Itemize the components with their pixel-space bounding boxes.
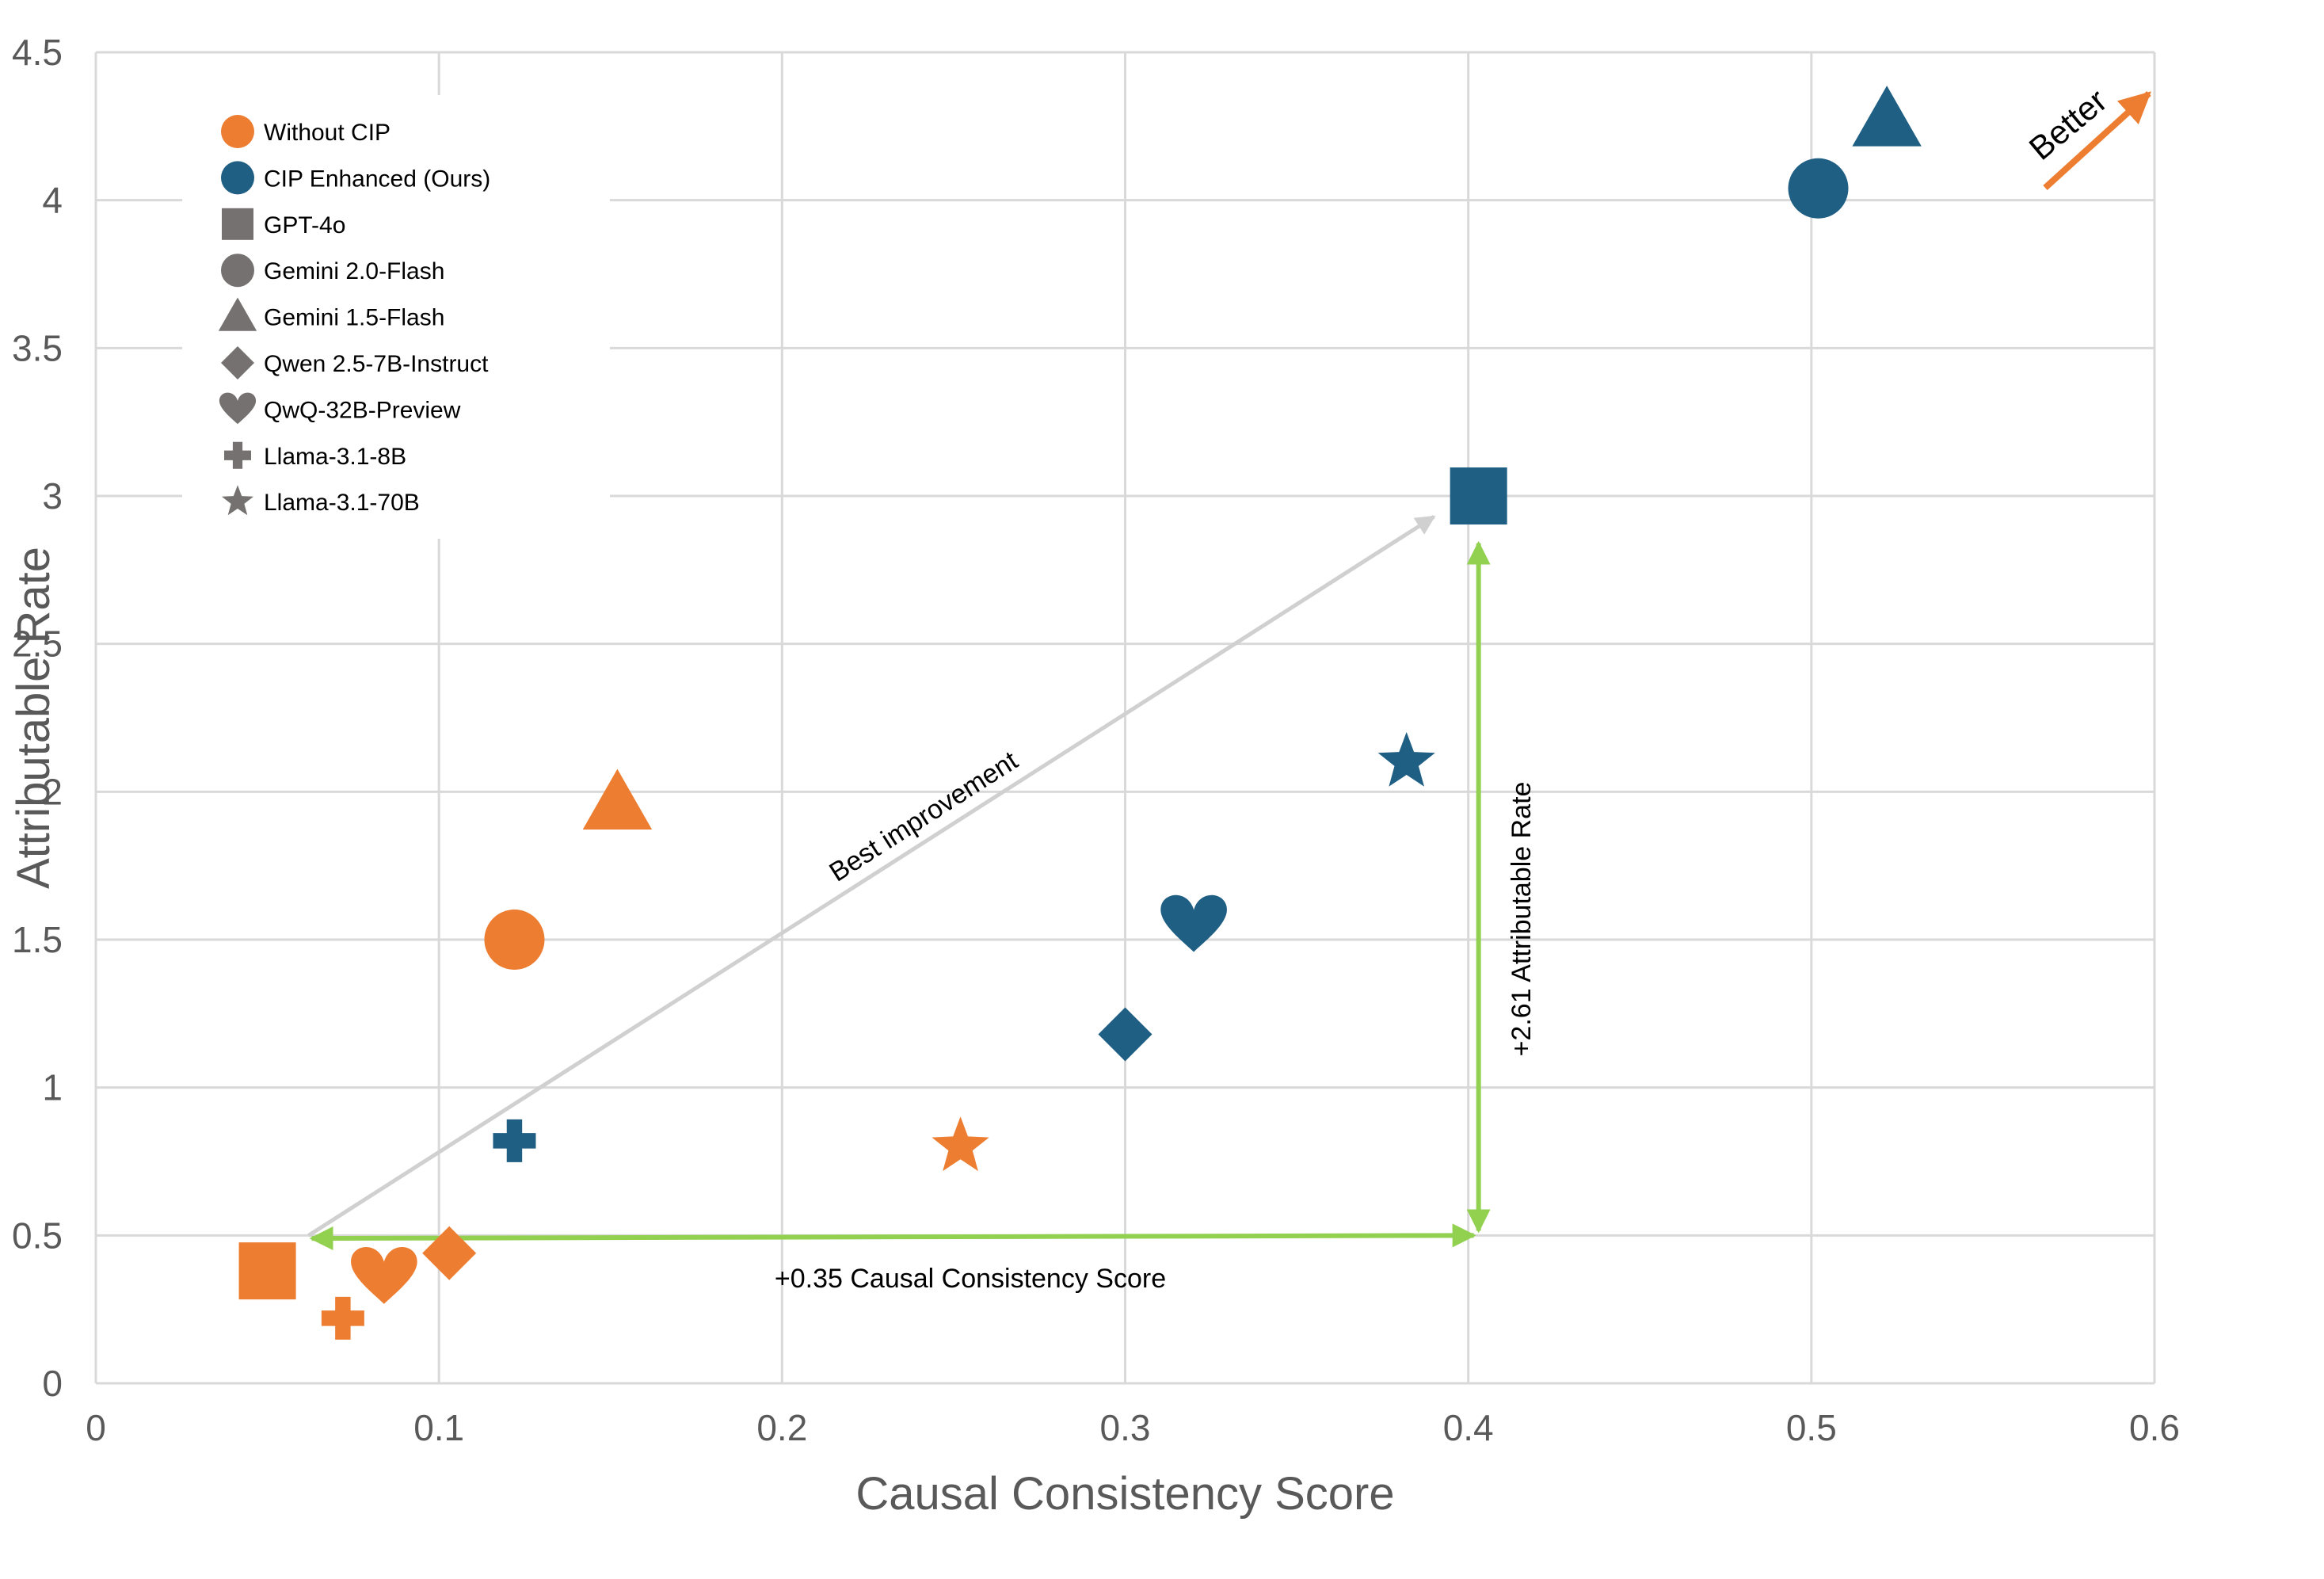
y-tick-label: 1.5: [12, 919, 63, 960]
legend-label: Gemini 1.5-Flash: [264, 305, 444, 331]
x-axis-title: Causal Consistency Score: [855, 1468, 1394, 1520]
x-tick-label: 0.1: [413, 1407, 464, 1448]
y-tick-label: 1: [42, 1067, 63, 1108]
best-improvement-arrow: [307, 515, 1436, 1238]
legend-label: CIP Enhanced (Ours): [264, 166, 490, 192]
data-point: [493, 1119, 536, 1162]
x-tick-label: 0.6: [2129, 1407, 2180, 1448]
data-point: [351, 1247, 417, 1304]
legend-marker: [218, 297, 257, 331]
data-point: [582, 769, 653, 830]
data-point: [932, 1116, 989, 1172]
legend: Without CIP CIP Enhanced (Ours) GPT-4o Gemi…: [182, 95, 610, 539]
legend-marker: [224, 441, 251, 469]
y-gain-label: +2.61 Attributable Rate: [1507, 782, 1537, 1057]
legend-label: Without CIP: [264, 120, 391, 146]
better-arrow: [2043, 91, 2151, 190]
legend-label: Gemini 2.0-Flash: [264, 258, 444, 284]
data-point: [321, 1296, 364, 1340]
y-tick-label: 0: [42, 1363, 63, 1404]
data-point: [1852, 86, 1922, 147]
data-point: [1788, 158, 1849, 219]
x-gain-label: +0.35 Causal Consistency Score: [775, 1264, 1166, 1294]
best-improvement-label: Best improvement: [824, 746, 1023, 888]
data-point: [1160, 894, 1227, 952]
legend-marker: [221, 346, 254, 379]
legend-marker: [221, 254, 254, 288]
data-point: [1377, 732, 1435, 787]
x-tick-label: 0.3: [1100, 1407, 1151, 1448]
legend-label: Llama-3.1-70B: [264, 490, 420, 516]
legend-label: Qwen 2.5-7B-Instruct: [264, 351, 489, 377]
legend-label: GPT-4o: [264, 212, 345, 238]
legend-marker: [222, 208, 253, 240]
legend-marker: [221, 161, 254, 195]
legend-marker: [221, 115, 254, 148]
legend-label: Llama-3.1-8B: [264, 444, 406, 470]
better-label: Better: [2022, 82, 2114, 167]
x-tick-label: 0: [86, 1407, 106, 1448]
x-gain-arrow: [309, 1223, 1476, 1250]
y-tick-label: 4: [42, 180, 63, 221]
x-tick-label: 0.4: [1443, 1407, 1494, 1448]
y-tick-label: 4.5: [12, 32, 63, 73]
y-tick-label: 2: [42, 771, 63, 812]
data-point: [238, 1242, 296, 1300]
axes: 0 0.1 0.2 0.3 0.4 0.5 0.6 0 0.5 1 1.5 2 2.5 3 3.5 4 4.5 C…: [8, 32, 2180, 1520]
y-axis-title: Attributable Rate: [8, 547, 59, 889]
data-point: [484, 910, 545, 970]
data-points: [238, 86, 1922, 1340]
legend-box: [182, 95, 610, 539]
data-point: [422, 1226, 477, 1280]
x-tick-label: 0.5: [1786, 1407, 1837, 1448]
y-tick-label: 3.5: [12, 327, 63, 368]
y-tick-label: 0.5: [12, 1215, 63, 1256]
legend-marker: [222, 485, 253, 516]
x-tick-label: 0.2: [756, 1407, 807, 1448]
legend-marker: [219, 392, 257, 425]
y-tick-label: 2.5: [12, 624, 63, 665]
y-tick-label: 3: [42, 475, 63, 517]
legend-label: QwQ-32B-Preview: [264, 397, 461, 423]
data-point: [1098, 1007, 1152, 1062]
grid-lines: [94, 51, 2156, 1385]
data-point: [1450, 467, 1507, 524]
